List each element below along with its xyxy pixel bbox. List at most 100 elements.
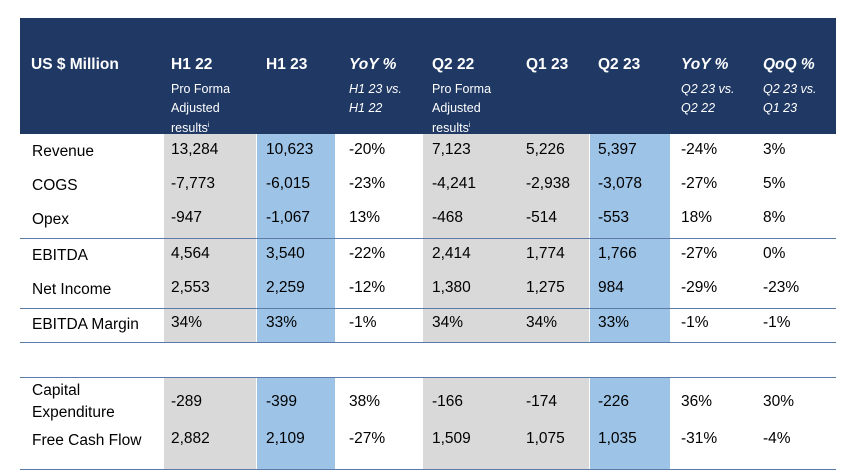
table-cell: -174: [526, 393, 558, 410]
table-cell: -2,938: [526, 175, 570, 192]
row-label: EBITDA: [32, 247, 88, 264]
table-cell: 1,075: [526, 430, 565, 447]
table-cell: -23%: [349, 175, 386, 192]
col-title: H1 23: [266, 56, 308, 73]
table-cell: -1,067: [266, 209, 310, 226]
table-cell: 2,553: [171, 279, 210, 296]
table-cell: 34%: [432, 314, 464, 331]
table-cell: 1,774: [526, 245, 565, 262]
table-cell: 1,275: [526, 279, 565, 296]
table-cell: 2,414: [432, 245, 471, 262]
table-cell: 30%: [763, 393, 795, 410]
col-title: QoQ %: [763, 56, 815, 73]
unit-label: US $ Million: [31, 56, 119, 73]
col-title: Q2 23: [598, 56, 641, 73]
col-subtitle: Pro Forma Adjusted resultsi: [432, 82, 492, 136]
header-col-q2-22: Q2 22 Pro Forma Adjusted resultsi: [432, 18, 522, 135]
header-unit: US $ Million: [31, 18, 161, 134]
table-cell: -1%: [681, 314, 709, 331]
header-col-yoy-h1: YoY % H1 23 vs. H1 22: [349, 18, 423, 134]
header-col-qoq: QoQ % Q2 23 vs. Q1 23: [763, 18, 835, 134]
table-cell: 2,259: [266, 279, 305, 296]
table-cell: 34%: [526, 314, 558, 331]
table-cell: 984: [598, 279, 624, 296]
header-col-q2-23: Q2 23: [598, 18, 668, 134]
table-cell: 34%: [171, 314, 203, 331]
table-cell: 3%: [763, 141, 786, 158]
table-cell: 33%: [266, 314, 298, 331]
table-cell: -27%: [681, 175, 718, 192]
col-title: YoY %: [349, 56, 397, 73]
row-label: EBITDA Margin: [32, 316, 139, 333]
col-subtitle: Q2 23 vs. Q2 22: [681, 82, 735, 115]
table-cell: 5,397: [598, 141, 637, 158]
table-cell: -7,773: [171, 175, 215, 192]
table-cell: -23%: [763, 279, 800, 296]
table-cell: 33%: [598, 314, 630, 331]
header-col-h1-22: H1 22 Pro Forma Adjusted resultsi: [171, 18, 261, 135]
table-cell: 1,035: [598, 430, 637, 447]
row-label: Net Income: [32, 281, 112, 298]
table-cell: 1,380: [432, 279, 471, 296]
col-subtitle: Pro Forma Adjusted resultsi: [171, 82, 231, 136]
table-cell: -22%: [349, 245, 386, 262]
table-cell: -4%: [763, 430, 791, 447]
table-cell: -12%: [349, 279, 386, 296]
table-cell: -1%: [763, 314, 791, 331]
table-cell: -6,015: [266, 175, 310, 192]
table-cell: -3,078: [598, 175, 642, 192]
table-cell: 13%: [349, 209, 381, 226]
table-cell: -24%: [681, 141, 718, 158]
divider: [20, 308, 836, 309]
col-title: Q2 22: [432, 56, 475, 73]
table-cell: -289: [171, 393, 203, 410]
table-cell: -468: [432, 209, 464, 226]
table-cell: -399: [266, 393, 298, 410]
divider: [20, 377, 836, 378]
table-cell: 8%: [763, 209, 786, 226]
table-cell: -29%: [681, 279, 718, 296]
row-label: Capital Expenditure: [32, 382, 115, 421]
band-q2-23-lower: [590, 378, 670, 470]
table-cell: -226: [598, 393, 630, 410]
band-q1-23-lower: [516, 378, 589, 470]
table-cell: 38%: [349, 393, 381, 410]
table-cell: -947: [171, 209, 203, 226]
table-cell: -31%: [681, 430, 718, 447]
table-cell: 7,123: [432, 141, 471, 158]
table-cell: -1%: [349, 314, 377, 331]
table-cell: 1,509: [432, 430, 471, 447]
header-col-h1-23: H1 23: [266, 18, 336, 134]
row-label: Free Cash Flow: [32, 432, 142, 449]
table-cell: -20%: [349, 141, 386, 158]
header-col-q1-23: Q1 23: [526, 18, 586, 134]
table-cell: -514: [526, 209, 558, 226]
col-title: Q1 23: [526, 56, 569, 73]
table-cell: 10,623: [266, 141, 314, 158]
band-h1-22-lower: [164, 378, 256, 470]
table-cell: 5%: [763, 175, 786, 192]
table-cell: 5,226: [526, 141, 565, 158]
row-label: Opex: [32, 211, 70, 228]
table-cell: -27%: [349, 430, 386, 447]
table-cell: 18%: [681, 209, 713, 226]
row-label: Revenue: [32, 143, 95, 160]
table-cell: 3,540: [266, 245, 305, 262]
table-header: US $ Million H1 22 Pro Forma Adjusted re…: [20, 18, 836, 135]
table-cell: -27%: [681, 245, 718, 262]
table-cell: 36%: [681, 393, 713, 410]
divider: [20, 238, 836, 239]
table-cell: -166: [432, 393, 464, 410]
band-h1-23-lower: [257, 378, 335, 470]
table-cell: 2,882: [171, 430, 210, 447]
table-cell: 1,766: [598, 245, 637, 262]
col-subtitle: H1 23 vs. H1 22: [349, 82, 402, 115]
table-cell: -553: [598, 209, 630, 226]
col-title: H1 22: [171, 56, 213, 73]
table-cell: -4,241: [432, 175, 476, 192]
table-cell: 0%: [763, 245, 786, 262]
band-q2-22-lower: [423, 378, 516, 470]
col-title: YoY %: [681, 56, 729, 73]
table-cell: 13,284: [171, 141, 219, 158]
table-cell: 4,564: [171, 245, 210, 262]
